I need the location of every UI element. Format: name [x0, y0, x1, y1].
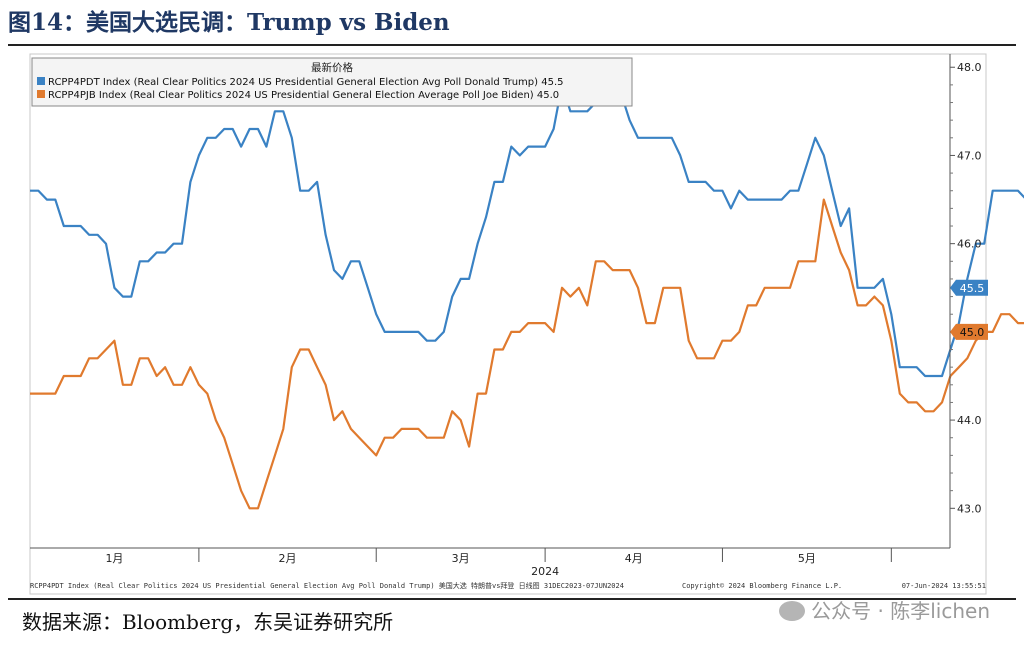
- x-axis-year-label: 2024: [531, 565, 559, 578]
- axis-layer: 43.0 44.0 45.0 46.0 47.0 48.0 1月 2月 3月 4月 5月 2024 45…: [30, 54, 988, 578]
- legend-swatch-trump: [37, 77, 45, 85]
- legend-box: [31, 57, 633, 107]
- x-month-label: 5月: [798, 552, 816, 565]
- y-tick-label: 44.0: [957, 414, 982, 427]
- watermark: 公众号 · 陈李lichen: [779, 594, 990, 628]
- plot-layer: [30, 83, 1024, 510]
- data-source: 数据来源：Bloomberg，东吴证券研究所: [22, 610, 394, 634]
- legend-entry-trump-value: 45.5: [541, 77, 563, 88]
- trump-last-value-label: 45.5: [960, 282, 985, 295]
- wechat-icon: [779, 600, 806, 621]
- chart-frame: [29, 53, 987, 595]
- poll-line-chart: 43.0 44.0 45.0 46.0 47.0 48.0 1月 2月 3月 4月 5月 2024 45…: [29, 53, 1024, 595]
- y-tick-label: 47.0: [957, 149, 982, 162]
- legend-entry-trump: RCPP4PDT Index (Real Clear Politics 2024…: [48, 77, 563, 88]
- trump-last-value-badge: [950, 279, 988, 296]
- biden-last-value-badge: [950, 323, 988, 340]
- y-tick-label: 48.0: [957, 61, 982, 74]
- biden-last-value-label: 45.0: [960, 326, 985, 339]
- bottom-rule: [8, 598, 1016, 600]
- legend-title: 最新价格: [311, 61, 353, 74]
- biden-poll-line: [30, 198, 1024, 510]
- legend-entry-biden-value: 45.0: [537, 90, 559, 101]
- chart-footnote-left: RCPP4PDT Index (Real Clear Politics 2024…: [30, 581, 624, 590]
- x-month-label: 3月: [452, 552, 470, 565]
- legend-swatch-biden: [37, 90, 45, 98]
- x-month-label: 4月: [625, 552, 643, 565]
- chart-footnote-copyright: Copyright© 2024 Bloomberg Finance L.P.: [682, 582, 842, 590]
- legend: 最新价格 RCPP4PDT Index (Real Clear Politics…: [31, 57, 633, 107]
- watermark-text: 公众号 · 陈李lichen: [811, 599, 990, 623]
- x-month-label: 1月: [105, 552, 123, 565]
- y-tick-label: 43.0: [957, 502, 982, 515]
- trump-poll-line: [30, 83, 1024, 378]
- legend-entry-trump-name: RCPP4PDT Index (Real Clear Politics 2024…: [48, 77, 538, 88]
- legend-entry-biden-name: RCPP4PJB Index (Real Clear Politics 2024…: [48, 90, 534, 101]
- chart-footnote-timestamp: 07-Jun-2024 13:55:51: [902, 582, 986, 590]
- top-rule: [8, 44, 1016, 46]
- x-month-label: 2月: [279, 552, 297, 565]
- figure-title: 图14：美国大选民调：Trump vs Biden: [8, 9, 450, 36]
- legend-entry-biden: RCPP4PJB Index (Real Clear Politics 2024…: [48, 90, 559, 101]
- y-tick-label: 46.0: [957, 238, 982, 251]
